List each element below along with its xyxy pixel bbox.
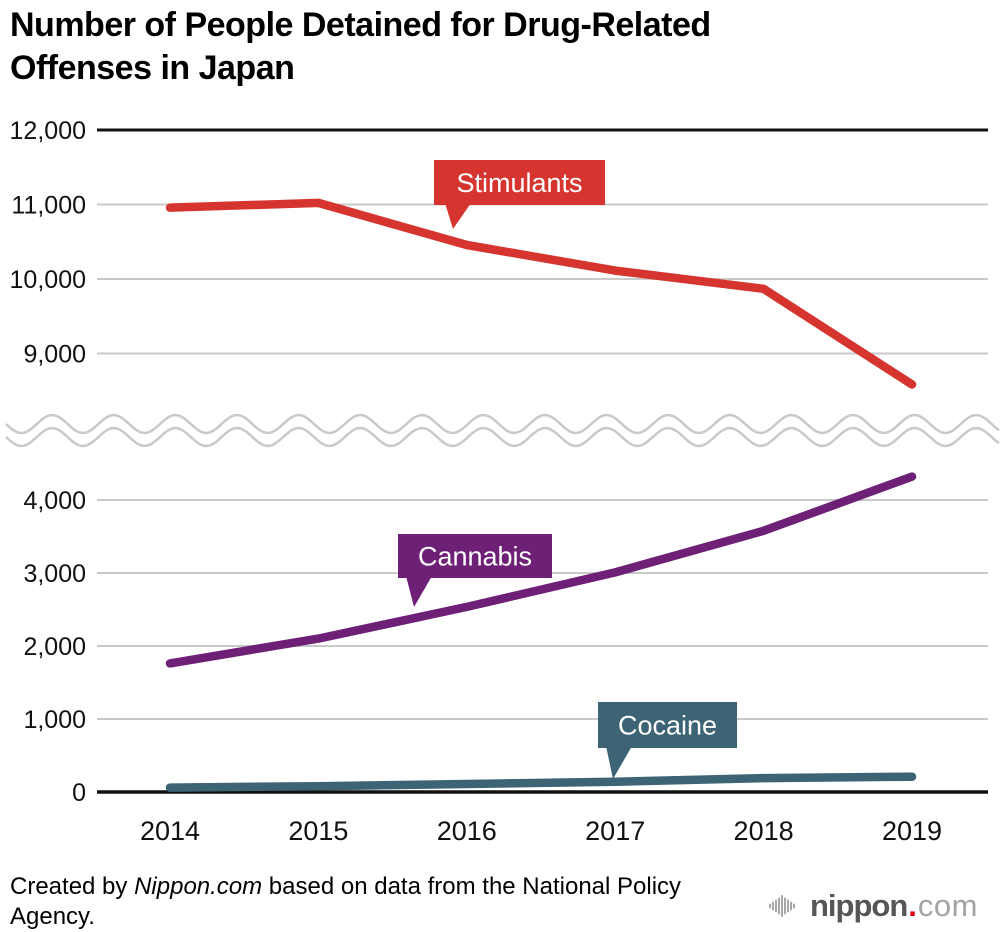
y-tick-11000: 11,000 — [11, 192, 86, 220]
stimulants-label-text: Stimulants — [456, 168, 582, 198]
axis-break-wave-2 — [5, 426, 1000, 448]
x-tick-2019: 2019 — [882, 816, 942, 846]
nippon-logo: nippon. com — [768, 886, 978, 926]
cannabis-label-text: Cannabis — [418, 542, 532, 572]
y-tick-4000: 4,000 — [23, 487, 86, 515]
y-tick-12000: 12,000 — [10, 117, 86, 145]
x-tick-2017: 2017 — [585, 816, 645, 846]
chart-title-line1: Number of People Detained for Drug-Relat… — [10, 6, 711, 44]
x-tick-2014: 2014 — [140, 816, 200, 846]
chart-title-line2: Offenses in Japan — [10, 49, 295, 87]
cocaine-label-text: Cocaine — [618, 711, 717, 741]
source-note-suffix: based on data from the National Policy A… — [10, 873, 682, 930]
stimulants-label: Stimulants — [434, 160, 605, 229]
cocaine-label: Cocaine — [598, 702, 737, 779]
y-tick-3000: 3,000 — [23, 560, 86, 588]
source-note-prefix: Created by — [10, 873, 135, 900]
stimulants-line — [165, 198, 917, 389]
cannabis-label: Cannabis — [398, 534, 552, 607]
x-tick-2016: 2016 — [437, 816, 497, 846]
y-tick-2000: 2,000 — [23, 633, 86, 661]
line-chart: 12,000 11,000 10,000 9,000 4,000 3,000 2,000 1,… — [5, 117, 1000, 846]
y-tick-0: 0 — [72, 779, 86, 807]
soundwave-icon — [769, 895, 795, 917]
cocaine-line — [165, 772, 917, 792]
x-tick-2018: 2018 — [734, 816, 794, 846]
source-note: Created by Nippon.com based on data from… — [10, 872, 750, 932]
chart-title: Number of People Detained for Drug-Relat… — [10, 4, 711, 90]
logo-wordmark: nippon — [810, 888, 908, 923]
y-tick-10000: 10,000 — [10, 266, 86, 294]
axis-break-wave-1 — [5, 413, 1000, 435]
logo-tld: com — [917, 888, 978, 923]
x-tick-2015: 2015 — [288, 816, 348, 846]
logo-dot: . — [908, 888, 917, 923]
source-note-publisher: Nippon.com — [134, 873, 263, 900]
y-tick-1000: 1,000 — [23, 706, 86, 734]
cannabis-line — [165, 472, 917, 668]
y-tick-9000: 9,000 — [23, 341, 86, 369]
